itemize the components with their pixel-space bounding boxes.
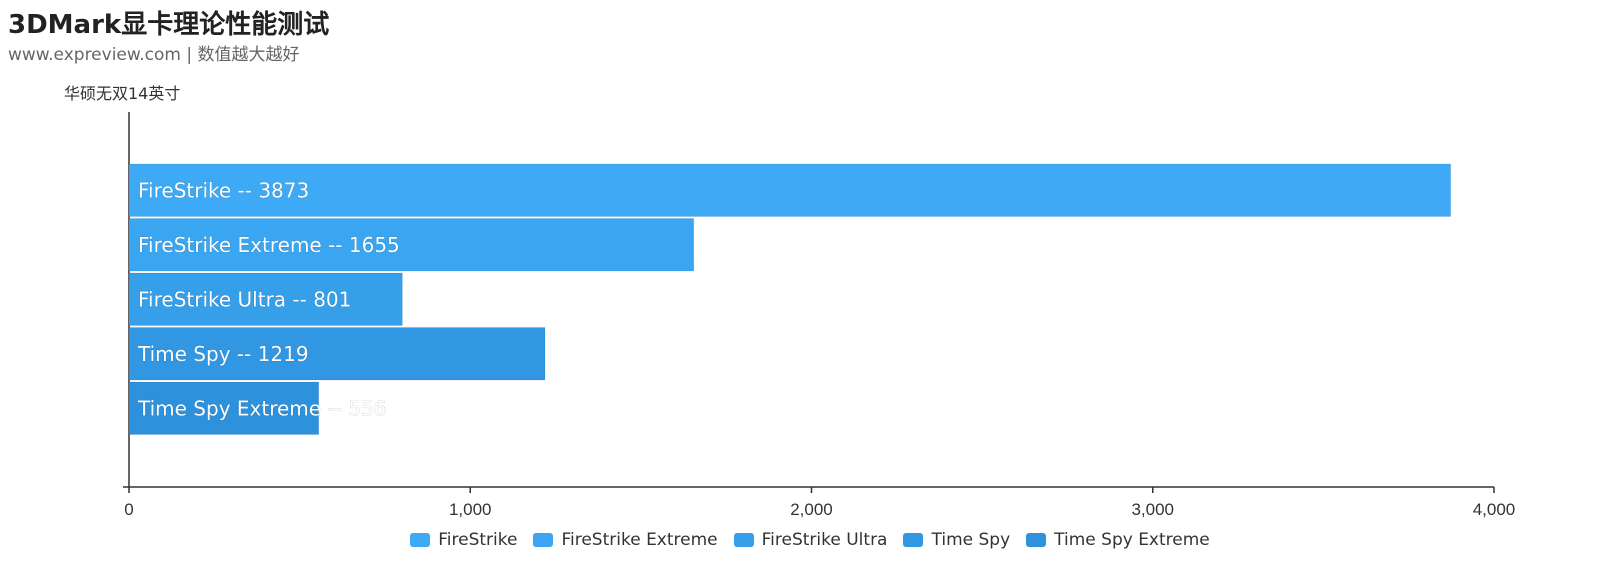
x-tick-label: 4,000	[1473, 500, 1516, 519]
x-tick-label: 2,000	[790, 500, 833, 519]
legend-swatch	[1026, 533, 1047, 547]
bar[interactable]	[128, 272, 403, 326]
x-tick-label: 3,000	[1131, 500, 1174, 519]
bar[interactable]	[128, 327, 546, 381]
y-axis-label: 华硕无双14英寸	[64, 84, 181, 103]
bar[interactable]	[128, 218, 695, 272]
bar[interactable]	[128, 381, 320, 435]
legend-item[interactable]: FireStrike	[410, 530, 517, 550]
legend-label: Time Spy Extreme	[1054, 530, 1210, 550]
bar[interactable]	[128, 163, 1452, 217]
bar-data-label: FireStrike Ultra -- 801	[138, 287, 351, 311]
legend-swatch	[410, 533, 431, 547]
legend-swatch	[733, 533, 754, 547]
legend-item[interactable]: Time Spy Extreme	[1026, 530, 1210, 550]
x-tick-label: 1,000	[449, 500, 492, 519]
chart-subtitle: www.expreview.com | 数值越大越好	[8, 45, 300, 65]
legend-swatch	[903, 533, 924, 547]
legend-label: FireStrike	[438, 530, 518, 550]
legend-item[interactable]: FireStrike Ultra	[733, 530, 888, 550]
bar-data-label: Time Spy Extreme -- 556	[137, 396, 386, 420]
legend-label: FireStrike Ultra	[761, 530, 888, 550]
bar-data-label: Time Spy -- 1219	[137, 342, 309, 366]
legend: FireStrike FireStrike Extreme FireStrike U…	[0, 528, 1620, 552]
x-tick-label: 0	[124, 500, 133, 519]
legend-swatch	[533, 533, 554, 547]
bar-data-label: FireStrike -- 3873	[138, 178, 309, 202]
bar-data-label: FireStrike Extreme -- 1655	[138, 233, 400, 257]
legend-label: FireStrike Extreme	[561, 530, 718, 550]
legend-label: Time Spy	[931, 530, 1011, 550]
legend-item[interactable]: Time Spy	[903, 530, 1010, 550]
chart-title: 3DMark显卡理论性能测试	[8, 10, 330, 40]
legend-item[interactable]: FireStrike Extreme	[533, 530, 718, 550]
